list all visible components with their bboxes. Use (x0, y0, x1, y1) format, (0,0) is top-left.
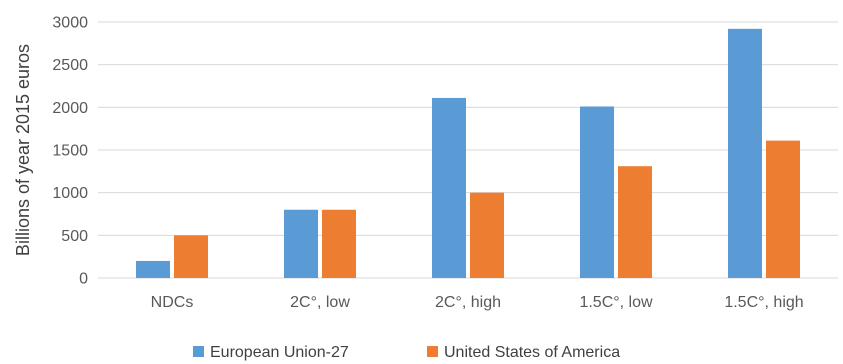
y-tick-label: 1000 (52, 185, 88, 202)
y-tick-label: 3000 (52, 15, 88, 32)
bar-eu27 (728, 28, 762, 279)
bar-usa (618, 166, 652, 278)
y-axis-tick-labels: 0 500 1000 1500 2000 2500 3000 (52, 15, 88, 288)
legend-swatch (193, 346, 204, 357)
bar-usa (766, 140, 800, 278)
y-tick-label: 1500 (52, 143, 88, 160)
x-tick-label: 1.5C°, low (579, 294, 653, 311)
y-tick-label: 2000 (52, 100, 88, 117)
x-tick-label: 1.5C°, high (724, 294, 803, 311)
bar-eu27 (580, 106, 614, 278)
legend-label: European Union-27 (210, 344, 349, 361)
x-tick-label: NDCs (151, 294, 194, 311)
legend: European Union-27 United States of Americ… (193, 344, 620, 361)
x-tick-label: 2C°, low (290, 294, 350, 311)
bars (136, 28, 800, 279)
bar-usa (470, 192, 504, 278)
y-tick-label: 0 (79, 271, 88, 288)
bar-usa (174, 235, 208, 278)
legend-swatch (427, 346, 438, 357)
x-tick-label: 2C°, high (435, 294, 501, 311)
y-tick-label: 2500 (52, 57, 88, 74)
gridlines (98, 21, 838, 279)
x-axis-tick-labels: NDCs 2C°, low 2C°, high 1.5C°, low 1.5C°, hi… (151, 294, 804, 311)
y-tick-label: 500 (61, 228, 88, 245)
legend-label: United States of America (444, 344, 620, 361)
bar-eu27 (432, 97, 466, 279)
bar-usa (322, 209, 356, 278)
y-axis-title: Billions of year 2015 euros (13, 44, 33, 256)
bar-eu27 (284, 209, 318, 278)
bar-eu27 (136, 260, 170, 278)
